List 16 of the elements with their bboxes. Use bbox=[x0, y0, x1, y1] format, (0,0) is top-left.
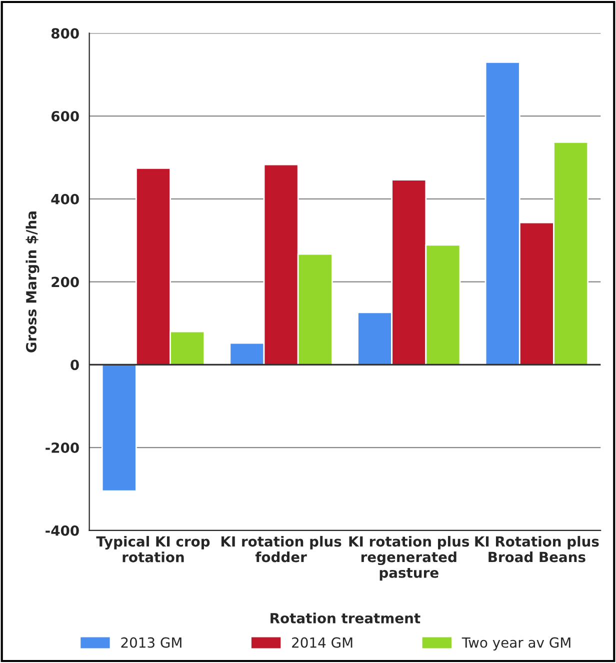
x-axis-title: Rotation treatment bbox=[270, 612, 420, 624]
y-tick-label: 0 bbox=[70, 360, 79, 370]
x-tick-label: KI rotation plus fodder bbox=[221, 536, 342, 562]
y-tick-label: 200 bbox=[52, 276, 79, 288]
y-tick-label: 600 bbox=[51, 110, 79, 122]
legend-label: Two year av GM bbox=[462, 637, 570, 650]
x-tick-label: KI Rotation plus Broad Beans bbox=[475, 536, 599, 562]
y-tick-label: 400 bbox=[51, 194, 79, 204]
y-tick-label: -400 bbox=[46, 525, 79, 536]
legend-label: 2014 GM bbox=[292, 637, 352, 648]
y-tick-label: -200 bbox=[46, 442, 79, 453]
x-tick-label: Typical KI crop rotation bbox=[96, 536, 210, 562]
x-tick-label: KI rotation plus regenerated pasture bbox=[349, 536, 470, 581]
y-axis-title: Gross Margin $/ha bbox=[26, 212, 40, 352]
legend-label: 2013 GM bbox=[121, 637, 182, 648]
y-tick-label: 800 bbox=[51, 28, 79, 39]
